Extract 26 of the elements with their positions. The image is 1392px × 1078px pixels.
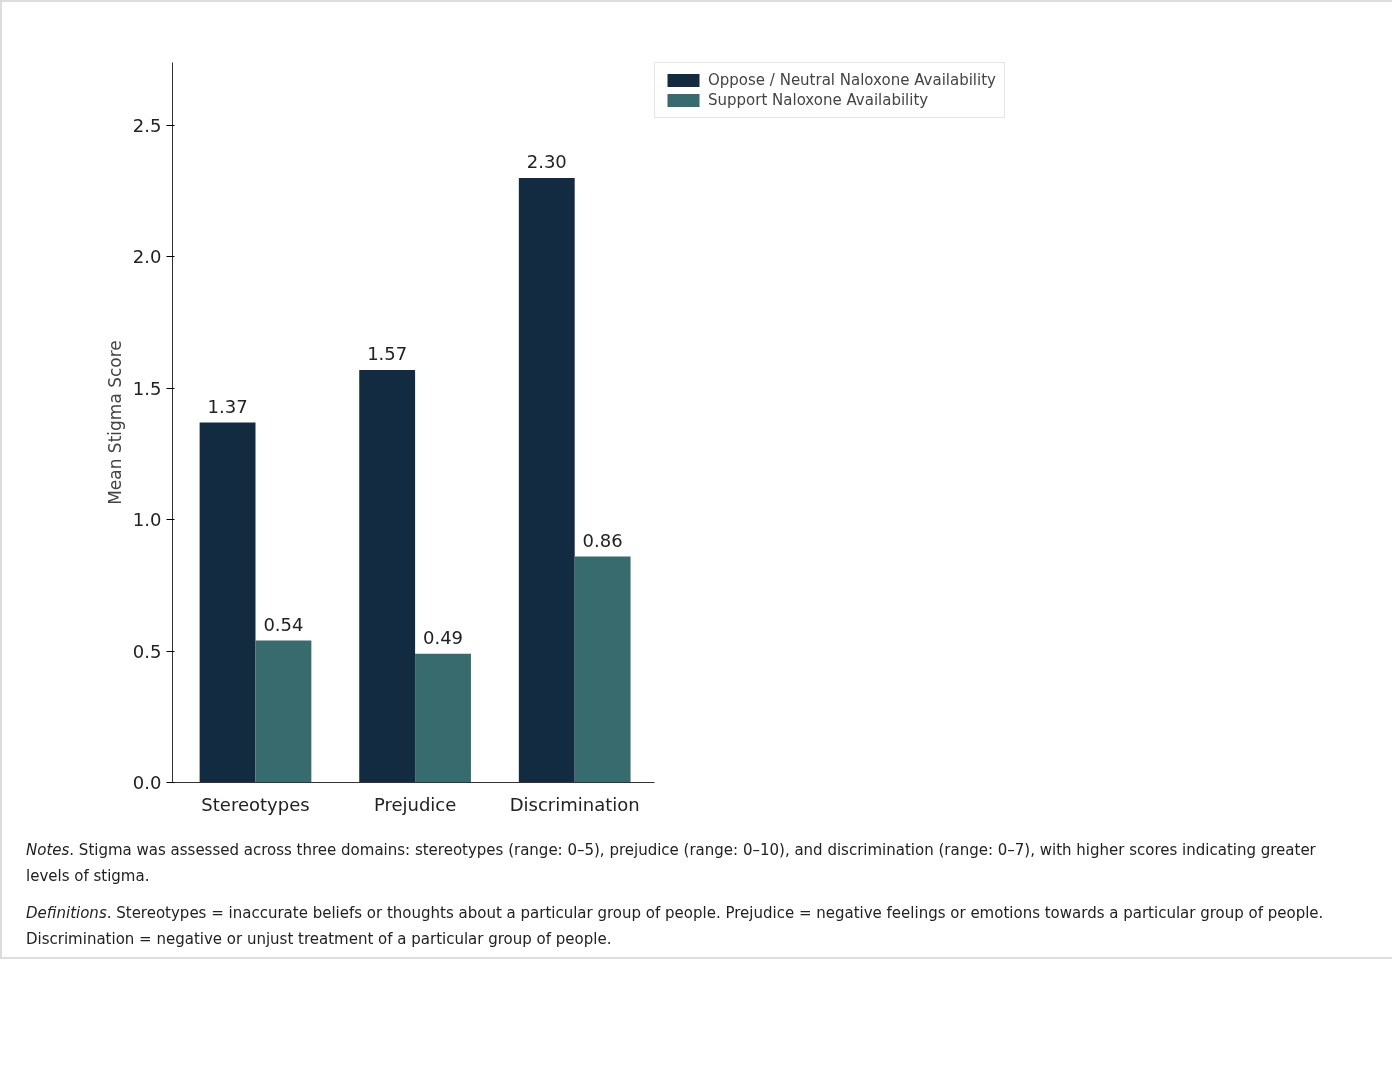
x-tick-label: Discrimination xyxy=(509,793,640,815)
data-label: 1.57 xyxy=(367,342,408,364)
bar xyxy=(255,640,312,783)
text: Notes. Stigma was assessed across three domains: stereotypes (range: 0–5), prejudice (range: 0–10), and discrimination (range: 0–7), with higher scores indicating greater levels of stigma. xyxy=(26,840,1317,888)
y-axis-title: Mean Stigma Score xyxy=(104,340,125,505)
bar xyxy=(518,178,575,783)
y-tick-label: 1.0 xyxy=(132,509,162,531)
data-label: 0.86 xyxy=(582,529,623,551)
bar xyxy=(199,422,256,783)
y-tick-label: 1.5 xyxy=(132,377,162,399)
y-tick-label: 0.5 xyxy=(132,640,162,662)
text: Definitions. Stereotypes = inaccurate beliefs or thoughts about a particular group of people. Prejudice = negative feelings or emotions towards a particular group of people. Discrimination = negative or unjust treatment of a particular group of people. xyxy=(26,902,1325,950)
y-tick-label: 2.0 xyxy=(132,246,162,268)
data-label: 0.54 xyxy=(263,613,304,635)
y-tick-label: 2.5 xyxy=(132,115,162,137)
bar xyxy=(574,556,631,783)
legend-label: Support Naloxone Availability xyxy=(708,91,929,109)
y-tick-label: 0.0 xyxy=(132,772,162,793)
x-tick-label: Stereotypes xyxy=(201,793,310,815)
x-tick-label: Prejudice xyxy=(373,793,457,815)
legend-label: Oppose / Neutral Naloxone Availability xyxy=(708,71,996,89)
data-label: 2.30 xyxy=(526,151,567,173)
data-label: 0.49 xyxy=(422,626,464,648)
bar xyxy=(359,369,416,783)
bar xyxy=(415,653,471,783)
data-label: 1.37 xyxy=(207,395,248,417)
